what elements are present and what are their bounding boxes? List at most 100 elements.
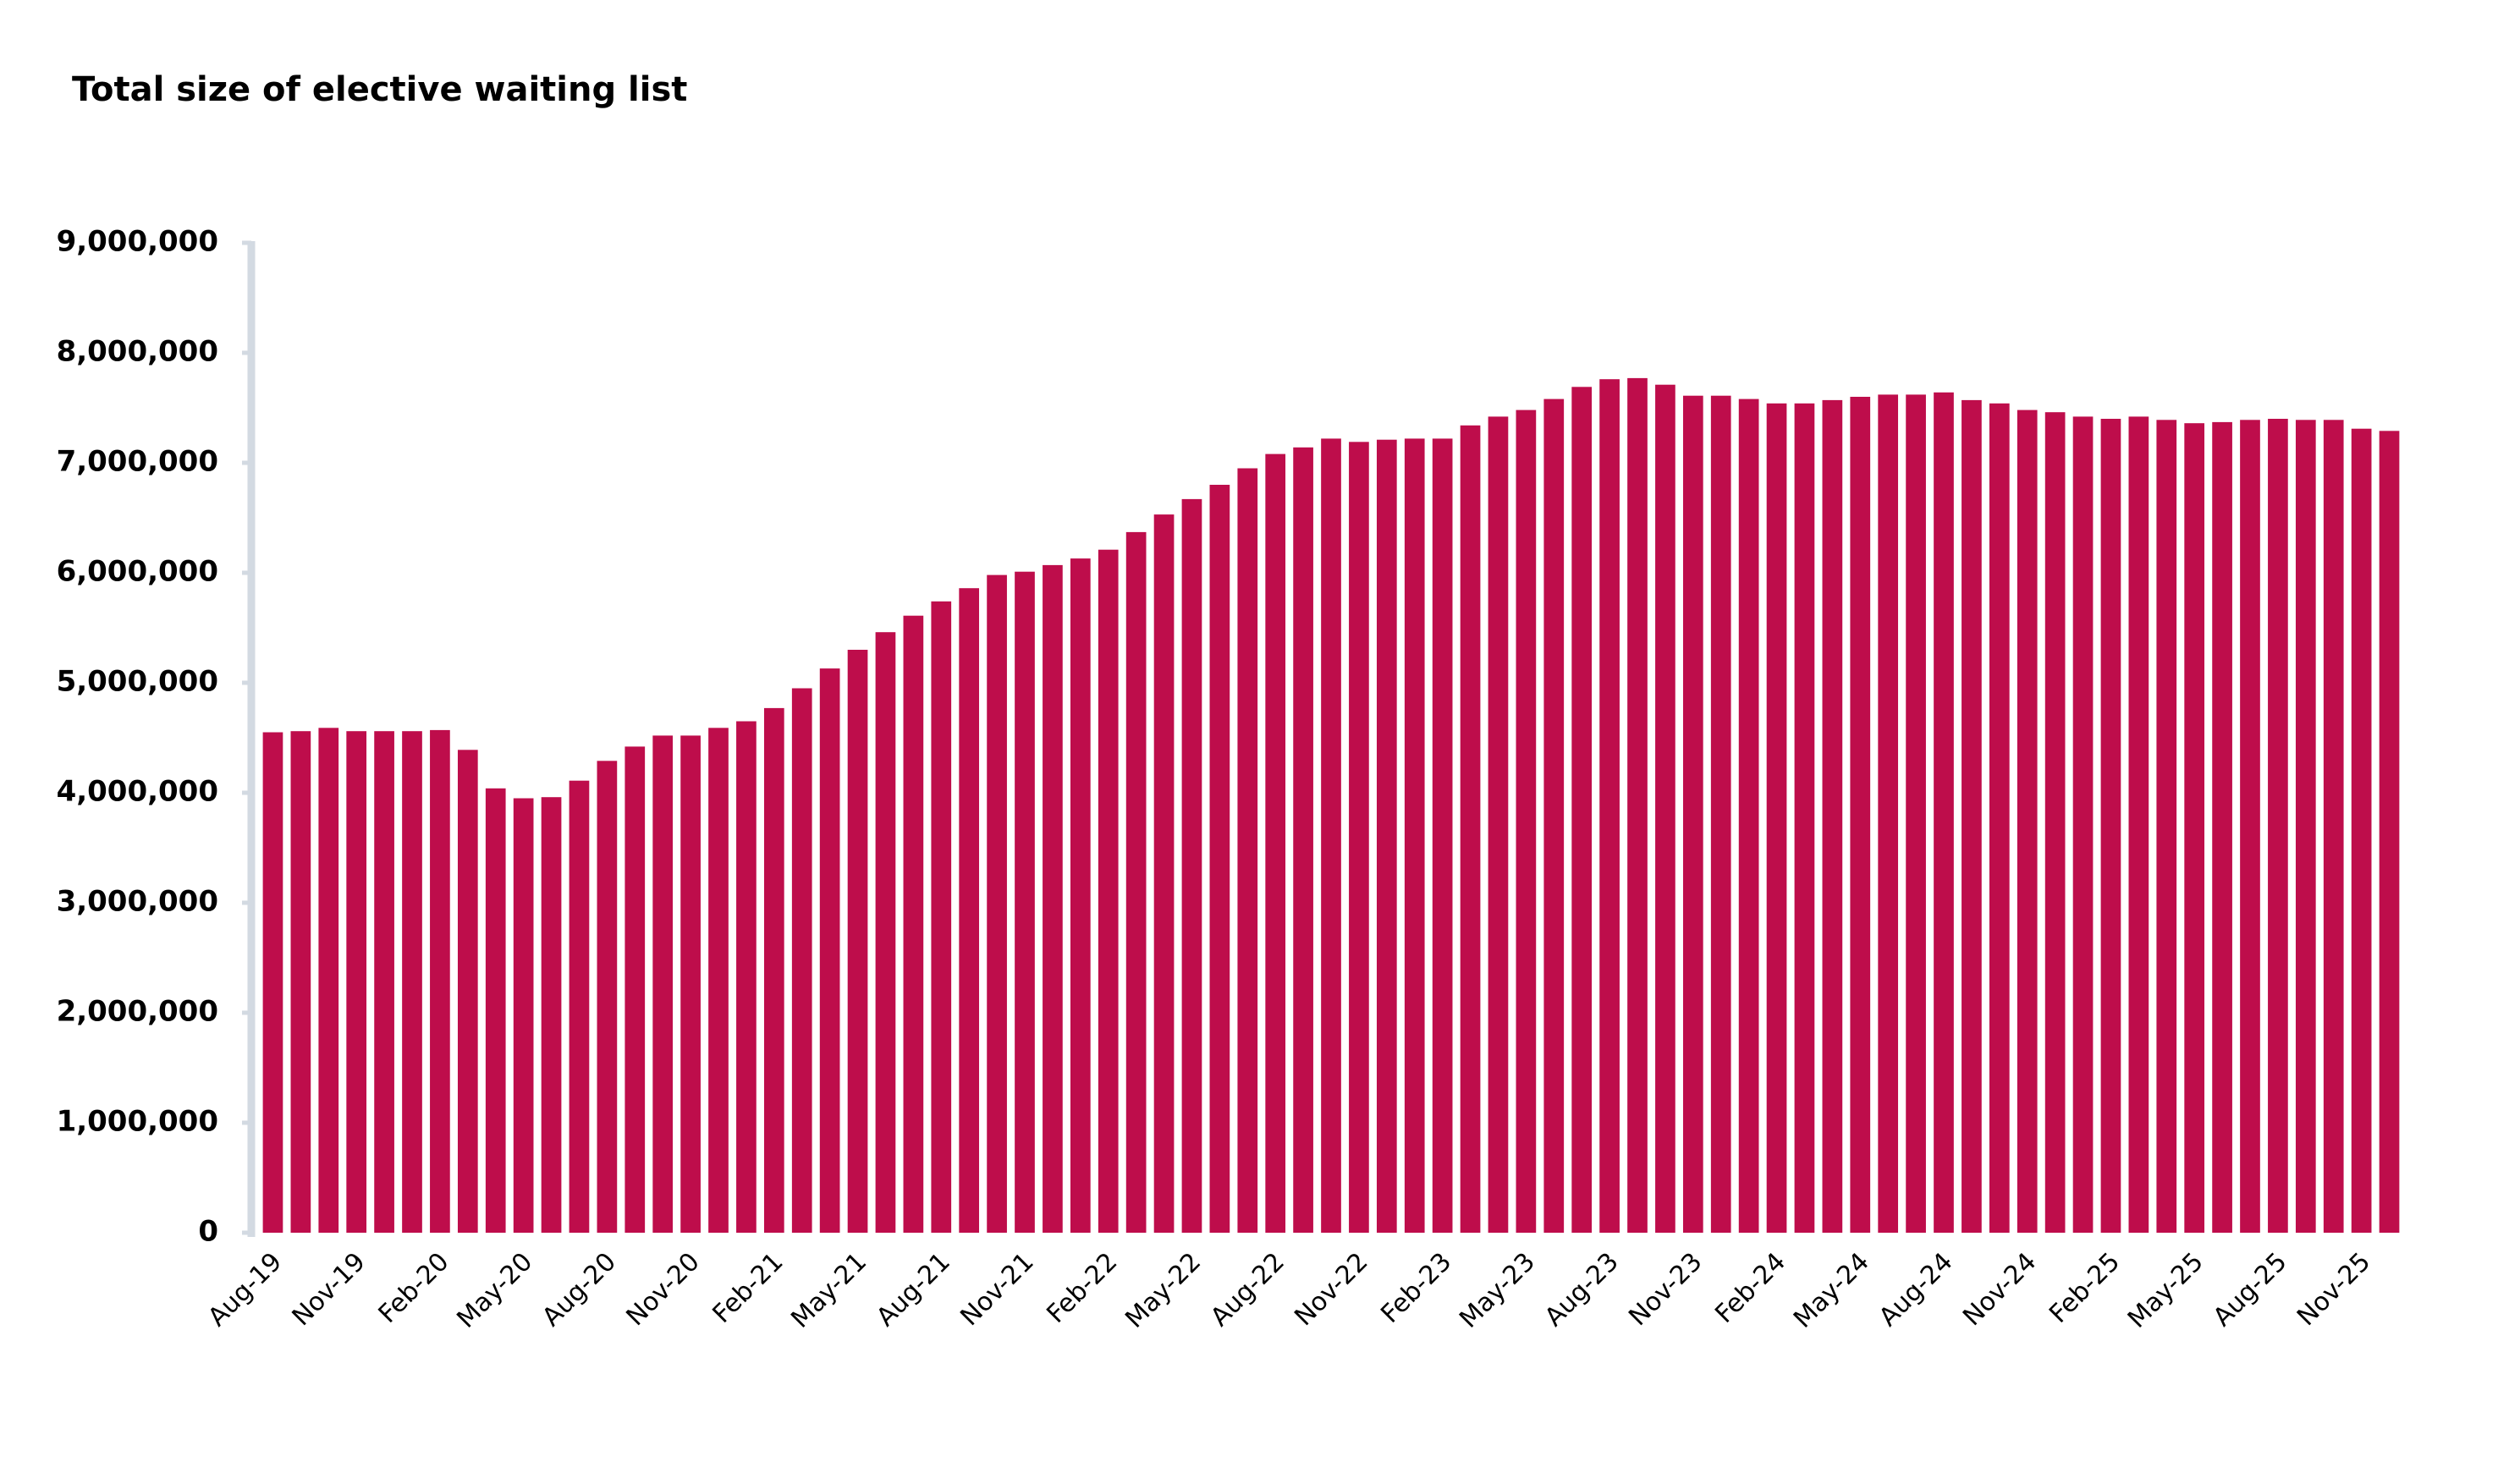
bar (1766, 403, 1787, 1233)
bar (1265, 453, 1286, 1233)
bar (513, 798, 534, 1233)
bar (1460, 425, 1481, 1233)
bar (457, 750, 478, 1233)
bar (1543, 398, 1565, 1234)
bar (1043, 564, 1063, 1233)
bar (1404, 438, 1425, 1233)
x-tick-label: Feb-25 (2044, 1247, 2126, 1329)
x-tick-label: Feb-20 (373, 1247, 455, 1329)
x-tick-label: Nov-21 (955, 1247, 1039, 1332)
bar (2184, 423, 2205, 1233)
bar (1376, 439, 1397, 1233)
bar (2128, 416, 2149, 1233)
bar (1934, 392, 1954, 1233)
bar (931, 601, 952, 1233)
bar (2323, 420, 2344, 1233)
x-tick-label: Nov-23 (1623, 1247, 1708, 1332)
bar (1571, 387, 1593, 1233)
bar (2351, 428, 2372, 1233)
x-tick-label: May-21 (785, 1247, 872, 1334)
bar (485, 788, 506, 1233)
bar (1878, 394, 1899, 1233)
bar (1237, 468, 1258, 1233)
bar (987, 574, 1007, 1233)
chart-title: Total size of elective waiting list (72, 70, 687, 109)
bar (680, 735, 701, 1233)
bar (624, 746, 646, 1233)
x-tick-label: Nov-25 (2292, 1247, 2376, 1332)
bar (1655, 384, 1675, 1233)
bar (1321, 438, 1341, 1233)
y-tick-label: 7,000,000 (57, 445, 218, 479)
bar (402, 731, 422, 1233)
bar (1488, 416, 1509, 1233)
y-tick-label: 2,000,000 (57, 995, 218, 1029)
x-tick-label: Aug-22 (1205, 1247, 1290, 1333)
bar (2100, 419, 2121, 1233)
y-tick-label: 0 (198, 1215, 218, 1249)
bar (2212, 421, 2232, 1233)
bar (763, 707, 784, 1233)
x-tick-label: Aug-24 (1873, 1247, 1959, 1333)
x-tick-label: Feb-22 (1041, 1247, 1123, 1329)
bar (1794, 403, 1815, 1233)
bar (374, 731, 394, 1233)
bar (847, 650, 868, 1233)
x-tick-label: May-23 (1454, 1247, 1541, 1334)
bar (652, 735, 674, 1233)
bar (875, 632, 896, 1233)
bar (346, 731, 367, 1233)
bar (597, 761, 618, 1233)
bar (1181, 498, 1202, 1233)
bar (1906, 394, 1926, 1233)
bar (1125, 531, 1147, 1233)
bar (569, 780, 590, 1233)
x-tick-label: Aug-25 (2208, 1247, 2293, 1333)
x-tick-label: Aug-19 (202, 1247, 288, 1333)
x-tick-label: Feb-24 (1709, 1247, 1791, 1329)
bar (2295, 420, 2316, 1233)
y-tick-label: 1,000,000 (57, 1105, 218, 1139)
bar (736, 721, 757, 1233)
bar (1098, 549, 1119, 1233)
bar (1850, 397, 1871, 1233)
x-tick-label: May-25 (2122, 1247, 2209, 1334)
bar (1627, 377, 1648, 1233)
y-tick-label: 9,000,000 (57, 225, 218, 259)
bar (708, 728, 729, 1233)
bar (791, 688, 812, 1233)
bar (2072, 416, 2094, 1233)
x-tick-label: Aug-20 (536, 1247, 622, 1333)
y-tick-label: 3,000,000 (57, 885, 218, 919)
bar (1989, 403, 2010, 1233)
bar (262, 732, 283, 1233)
bar (2379, 431, 2400, 1233)
bar (903, 615, 924, 1233)
bar (541, 797, 562, 1233)
bar (819, 668, 840, 1233)
x-tick-label: Nov-20 (621, 1247, 706, 1332)
bar (959, 588, 980, 1233)
bar (430, 729, 450, 1233)
x-tick-label: Aug-23 (1539, 1247, 1625, 1333)
y-tick-label: 5,000,000 (57, 665, 218, 699)
bar (1599, 379, 1620, 1233)
bar (1516, 409, 1537, 1234)
x-tick-label: Nov-19 (287, 1247, 371, 1332)
y-tick-label: 8,000,000 (57, 335, 218, 369)
bar (2017, 409, 2038, 1234)
bar (1738, 398, 1759, 1234)
bar (290, 731, 311, 1233)
x-tick-label: Nov-24 (1957, 1247, 2042, 1332)
y-tick-label: 6,000,000 (57, 555, 218, 589)
bar (1710, 395, 1731, 1233)
bar (1822, 399, 1843, 1233)
bar (1962, 399, 1982, 1233)
bar (1682, 395, 1703, 1233)
bar (1153, 514, 1175, 1233)
y-tick-label: 4,000,000 (57, 775, 218, 809)
bar (318, 728, 339, 1233)
bar (2156, 420, 2177, 1233)
bar (2240, 420, 2260, 1233)
